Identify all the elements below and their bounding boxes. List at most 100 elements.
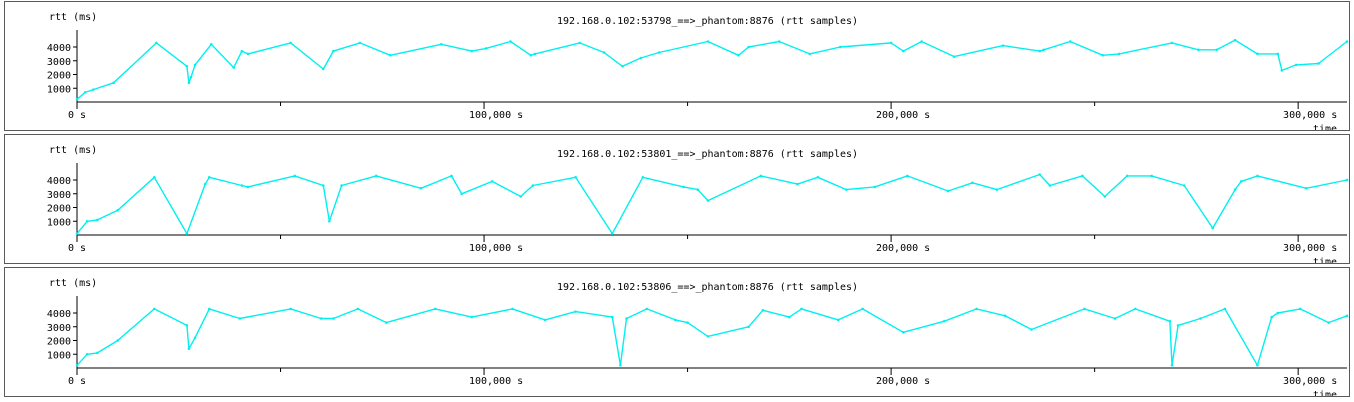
rtt-sample-point	[1239, 180, 1243, 183]
rtt-sample-point	[1256, 363, 1259, 367]
rtt-sample-point	[531, 184, 535, 187]
rtt-chart-2: rtt (ms) 192.168.0.102:53801_==>_phantom…	[47, 145, 1349, 268]
rtt-sample-point	[737, 53, 740, 57]
chart-title: 192.168.0.102:53798_==>_phantom:8876 (rt…	[557, 16, 858, 27]
rtt-sample-point	[389, 53, 392, 57]
rtt-sample-point	[1256, 174, 1259, 178]
rtt-sample-point	[203, 182, 207, 186]
rtt-sample-point	[75, 97, 79, 101]
rtt-sample-point	[971, 181, 974, 185]
rtt-sample-point	[1083, 307, 1086, 311]
rtt-sample-point	[788, 315, 791, 319]
rtt-sample-point	[625, 317, 628, 320]
rtt-sample-point	[639, 56, 643, 60]
rtt-sample-point	[374, 174, 378, 178]
rtt-sample-point	[602, 51, 606, 54]
rtt-sample-point	[293, 174, 297, 178]
y-tick-label: 4000	[47, 309, 71, 320]
rtt-sample-point	[1170, 41, 1174, 45]
rtt-sample-point	[1270, 315, 1273, 319]
rtt-sample-point	[696, 188, 700, 191]
rtt-sample-point	[193, 63, 197, 67]
rtt-sample-point	[83, 91, 87, 94]
rtt-sample-point	[289, 41, 293, 45]
rtt-sample-point	[189, 75, 193, 79]
rtt-sample-point	[187, 347, 191, 351]
x-tick-label: 0 s	[68, 110, 86, 121]
rtt-sample-point	[1317, 62, 1320, 65]
y-tick-label: 1000	[47, 350, 71, 361]
rtt-sample-point	[232, 66, 236, 69]
y-tick-label: 3000	[47, 57, 71, 68]
rtt-sample-point	[509, 40, 512, 43]
rtt-sample-point	[889, 41, 893, 45]
rtt-sample-point	[610, 232, 614, 235]
rtt-sample-point	[574, 175, 577, 179]
x-tick-label: 200,000 s	[876, 376, 930, 387]
rtt-sample-point	[706, 199, 710, 202]
rtt-panel-2[interactable]: rtt (ms) 192.168.0.102:53801_==>_phantom…	[4, 134, 1350, 268]
y-tick-label: 3000	[47, 323, 71, 334]
rtt-sample-point	[942, 319, 946, 323]
rtt-sample-point	[193, 336, 197, 340]
rtt-sample-point	[1001, 44, 1005, 47]
rtt-sample-point	[470, 49, 474, 53]
rtt-sample-point	[185, 324, 189, 327]
rtt-sample-point	[533, 52, 537, 56]
x-axis-label: time	[1313, 390, 1337, 396]
rtt-sample-point	[1125, 174, 1129, 178]
rtt-sample-point	[682, 185, 685, 189]
plot-area: 1000 2000 3000 4000 0 s 100,000 s 200,000 s 300…	[47, 163, 1349, 254]
rtt-sample-point	[332, 49, 335, 53]
y-tick-label: 4000	[47, 176, 71, 187]
rtt-sample-point	[1215, 48, 1219, 52]
x-tick-label: 100,000 s	[469, 243, 523, 254]
rtt-sample-point	[1327, 321, 1330, 324]
rtt-sample-point	[75, 363, 79, 367]
rtt-sample-point	[470, 315, 474, 319]
rtt-sample-point	[1276, 311, 1280, 315]
rtt-sample-point	[1176, 324, 1180, 327]
rtt-sample-point	[153, 307, 156, 311]
rtt-sample-point	[289, 307, 293, 311]
y-tick-label: 1000	[47, 84, 71, 95]
rtt-sample-point	[845, 188, 848, 191]
chart-title: 192.168.0.102:53806_==>_phantom:8876 (rt…	[557, 282, 858, 293]
y-tick-label: 1000	[47, 217, 71, 228]
y-tick-label: 3000	[47, 190, 71, 201]
rtt-sample-point	[529, 53, 533, 57]
rtt-chart-3: rtt (ms) 192.168.0.102:53806_==>_phantom…	[47, 278, 1349, 401]
rtt-sample-point	[1182, 184, 1186, 187]
rtt-sample-point	[1304, 186, 1308, 190]
rtt-sample-point	[1199, 317, 1202, 320]
rtt-sample-point	[1113, 317, 1117, 320]
rtt-sample-point	[861, 307, 864, 311]
rtt-sample-point	[440, 42, 443, 46]
rtt-sample-point	[902, 49, 905, 53]
y-axis-label: rtt (ms)	[49, 145, 97, 156]
rtt-sample-point	[1256, 52, 1259, 56]
rtt-sample-point	[836, 318, 840, 322]
rtt-sample-point	[319, 317, 323, 320]
rtt-sample-point	[246, 185, 250, 189]
rtt-sample-point	[1081, 174, 1084, 178]
rtt-sample-point	[995, 188, 999, 191]
rtt-sample-point	[1298, 307, 1302, 311]
rtt-sample-point	[116, 208, 120, 212]
rtt-sample-point	[706, 40, 710, 43]
rtt-panel-3[interactable]: rtt (ms) 192.168.0.102:53806_==>_phantom…	[4, 267, 1350, 401]
x-tick-label: 0 s	[68, 376, 86, 387]
rtt-sample-point	[808, 52, 811, 56]
rtt-sample-point	[1048, 184, 1052, 187]
rtt-sample-point	[155, 41, 158, 45]
rtt-sample-point	[610, 315, 614, 319]
rtt-sample-point	[91, 88, 95, 91]
rtt-sample-point	[321, 184, 325, 187]
rtt-sample-point	[519, 195, 522, 198]
rtt-sample-point	[328, 219, 331, 223]
rtt-panel-1[interactable]: rtt (ms) 192.168.0.102:53798_==>_phantom…	[4, 1, 1350, 135]
x-axis-label: time	[1313, 257, 1337, 263]
y-axis-label: rtt (ms)	[49, 278, 97, 289]
chart-title: 192.168.0.102:53801_==>_phantom:8876 (rt…	[557, 149, 858, 160]
rtt-sample-point	[1170, 363, 1174, 367]
